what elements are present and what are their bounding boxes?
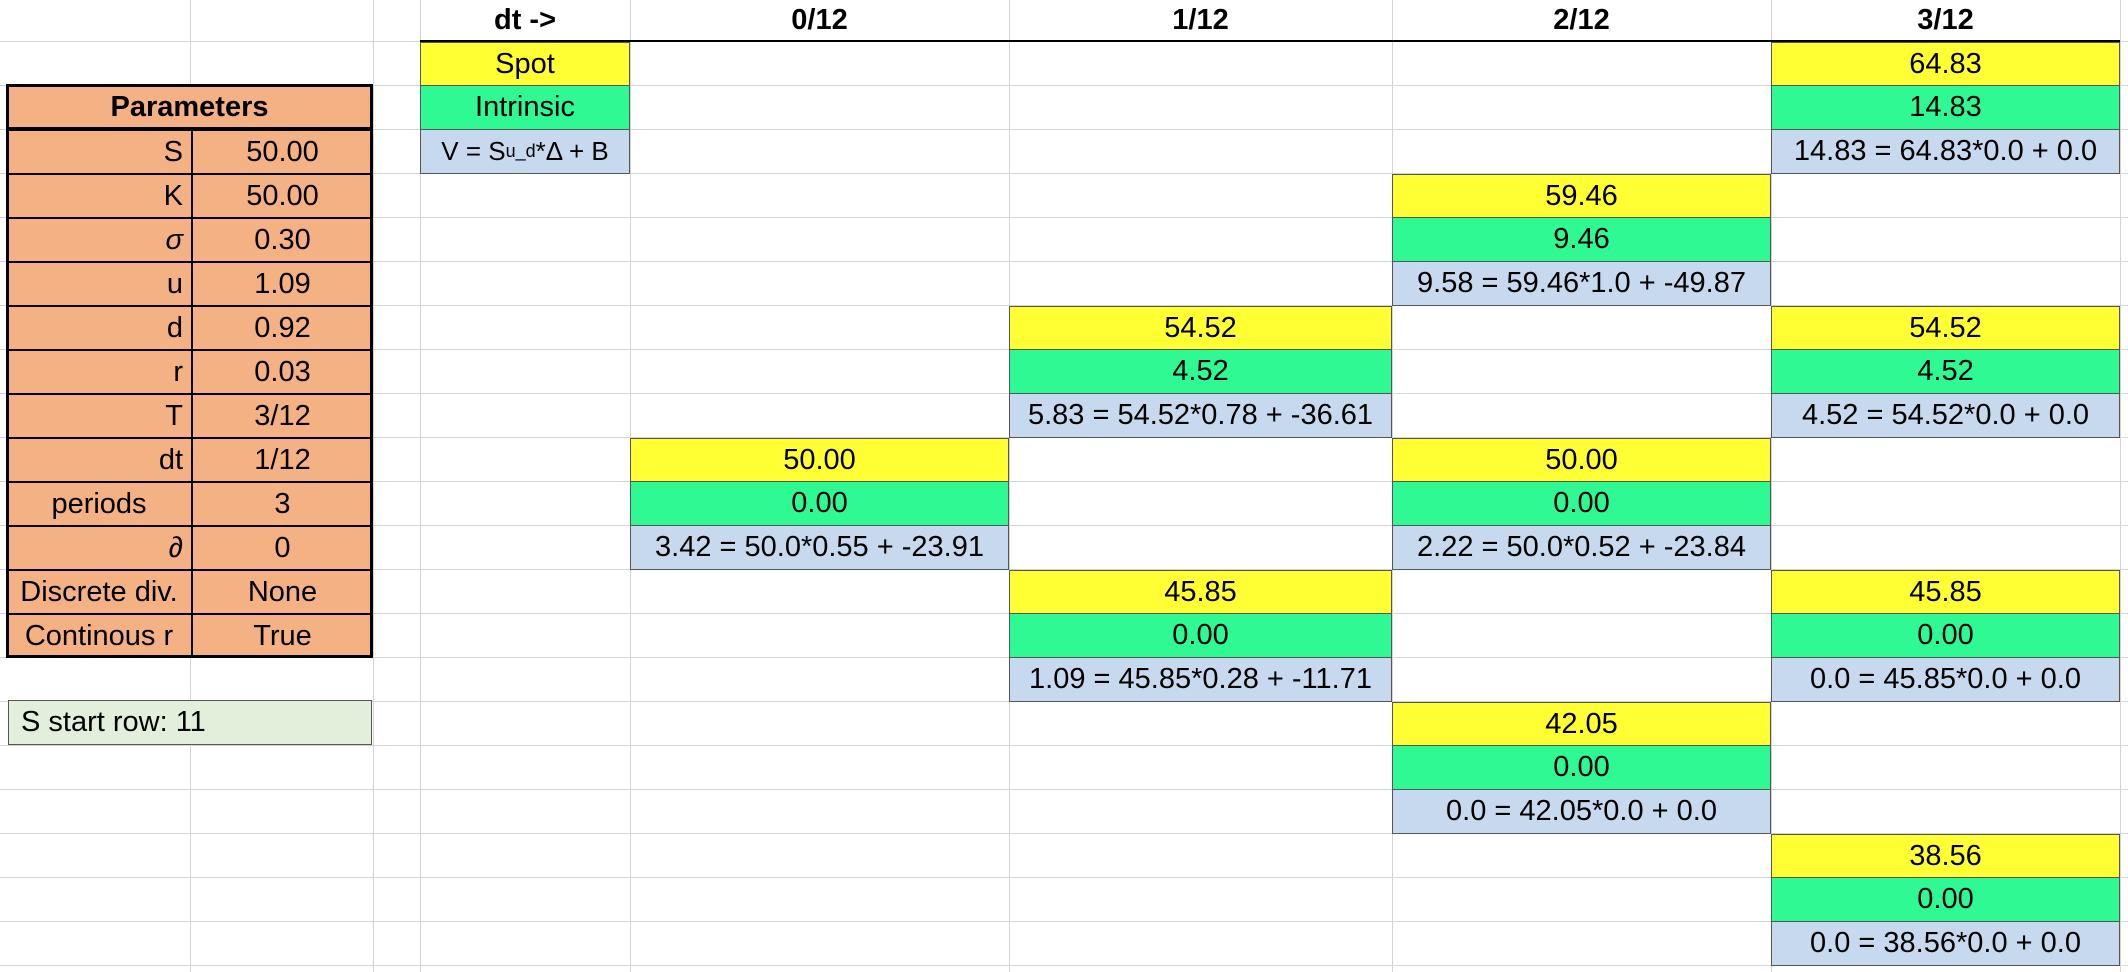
gridline (0, 173, 2128, 174)
parameter-value[interactable]: 3/12 (192, 394, 373, 438)
node-spot[interactable]: 38.56 (1771, 834, 2120, 878)
parameter-label[interactable]: S (6, 130, 192, 174)
gridline (0, 481, 2128, 482)
gridline (1771, 0, 1772, 972)
node-value[interactable]: 14.83 = 64.83*0.0 + 0.0 (1771, 130, 2120, 174)
parameter-value[interactable]: None (192, 570, 373, 614)
node-value[interactable]: 2.22 = 50.0*0.52 + -23.84 (1392, 526, 1771, 570)
parameter-label[interactable]: u (6, 262, 192, 306)
node-spot[interactable]: 54.52 (1009, 306, 1392, 350)
node-value[interactable]: 5.83 = 54.52*0.78 + -36.61 (1009, 394, 1392, 438)
node-intrinsic[interactable]: 4.52 (1009, 350, 1392, 394)
legend-formula-suffix: *Δ + B (535, 136, 609, 166)
node-value[interactable]: 0.0 = 42.05*0.0 + 0.0 (1392, 790, 1771, 834)
gridline (0, 569, 2128, 570)
node-intrinsic[interactable]: 14.83 (1771, 86, 2120, 130)
parameter-label[interactable]: T (6, 394, 192, 438)
legend-spot[interactable]: Spot (420, 42, 630, 86)
gridline (0, 789, 2128, 790)
parameter-value[interactable]: 3 (192, 482, 373, 526)
header-period-3[interactable]: 3/12 (1771, 0, 2120, 42)
node-intrinsic[interactable]: 0.00 (1392, 746, 1771, 790)
legend-formula-subscript: u_d (505, 141, 536, 161)
gridline (373, 0, 374, 972)
node-spot[interactable]: 64.83 (1771, 42, 2120, 86)
node-intrinsic[interactable]: 0.00 (1009, 614, 1392, 658)
gridline (0, 85, 2128, 86)
node-value[interactable]: 0.0 = 38.56*0.0 + 0.0 (1771, 922, 2120, 966)
parameter-value[interactable]: 0.30 (192, 218, 373, 262)
gridline (0, 261, 2128, 262)
parameter-label[interactable]: d (6, 306, 192, 350)
gridline (2120, 0, 2121, 972)
node-intrinsic[interactable]: 0.00 (1771, 614, 2120, 658)
node-spot[interactable]: 50.00 (1392, 438, 1771, 482)
parameter-value[interactable]: 1.09 (192, 262, 373, 306)
gridline (0, 921, 2128, 922)
header-period-2[interactable]: 2/12 (1392, 0, 1771, 42)
node-spot[interactable]: 45.85 (1771, 570, 2120, 614)
parameter-label[interactable]: periods (6, 482, 192, 526)
node-intrinsic[interactable]: 0.00 (630, 482, 1009, 526)
parameter-label[interactable]: Continous r (6, 614, 192, 658)
legend-formula-prefix: V = S (441, 136, 506, 166)
gridline (0, 305, 2128, 306)
parameter-value[interactable]: 1/12 (192, 438, 373, 482)
legend-intrinsic[interactable]: Intrinsic (420, 86, 630, 130)
parameter-value[interactable]: 0 (192, 526, 373, 570)
node-spot[interactable]: 42.05 (1392, 702, 1771, 746)
node-spot[interactable]: 59.46 (1392, 174, 1771, 218)
node-spot[interactable]: 45.85 (1009, 570, 1392, 614)
gridline (0, 833, 2128, 834)
parameter-label[interactable]: σ (6, 218, 192, 262)
parameter-label[interactable]: ∂ (6, 526, 192, 570)
header-period-0[interactable]: 0/12 (630, 0, 1009, 42)
gridline (0, 129, 2128, 130)
parameter-label[interactable]: dt (6, 438, 192, 482)
parameter-label[interactable]: Discrete div. (6, 570, 192, 614)
header-dt-label[interactable]: dt -> (420, 0, 630, 42)
gridline (0, 217, 2128, 218)
s-start-row-note[interactable]: S start row: 11 (8, 700, 372, 745)
gridline (420, 0, 421, 972)
parameter-value[interactable]: 50.00 (192, 130, 373, 174)
parameters-title[interactable]: Parameters (6, 84, 373, 130)
node-value[interactable]: 4.52 = 54.52*0.0 + 0.0 (1771, 394, 2120, 438)
node-value[interactable]: 3.42 = 50.0*0.55 + -23.91 (630, 526, 1009, 570)
parameter-value[interactable]: 0.92 (192, 306, 373, 350)
gridline (0, 745, 2128, 746)
node-intrinsic[interactable]: 4.52 (1771, 350, 2120, 394)
gridline (1009, 0, 1010, 972)
node-intrinsic[interactable]: 0.00 (1392, 482, 1771, 526)
node-value[interactable]: 1.09 = 45.85*0.28 + -11.71 (1009, 658, 1392, 702)
parameter-value[interactable]: True (192, 614, 373, 658)
node-spot[interactable]: 54.52 (1771, 306, 2120, 350)
parameter-label[interactable]: K (6, 174, 192, 218)
parameter-value[interactable]: 50.00 (192, 174, 373, 218)
node-value[interactable]: 9.58 = 59.46*1.0 + -49.87 (1392, 262, 1771, 306)
node-intrinsic[interactable]: 0.00 (1771, 878, 2120, 922)
gridline (0, 877, 2128, 878)
node-intrinsic[interactable]: 9.46 (1392, 218, 1771, 262)
gridline (0, 525, 2128, 526)
header-period-1[interactable]: 1/12 (1009, 0, 1392, 42)
node-value[interactable]: 0.0 = 45.85*0.0 + 0.0 (1771, 658, 2120, 702)
parameter-label[interactable]: r (6, 350, 192, 394)
gridline (0, 965, 2128, 966)
parameter-value[interactable]: 0.03 (192, 350, 373, 394)
node-spot[interactable]: 50.00 (630, 438, 1009, 482)
